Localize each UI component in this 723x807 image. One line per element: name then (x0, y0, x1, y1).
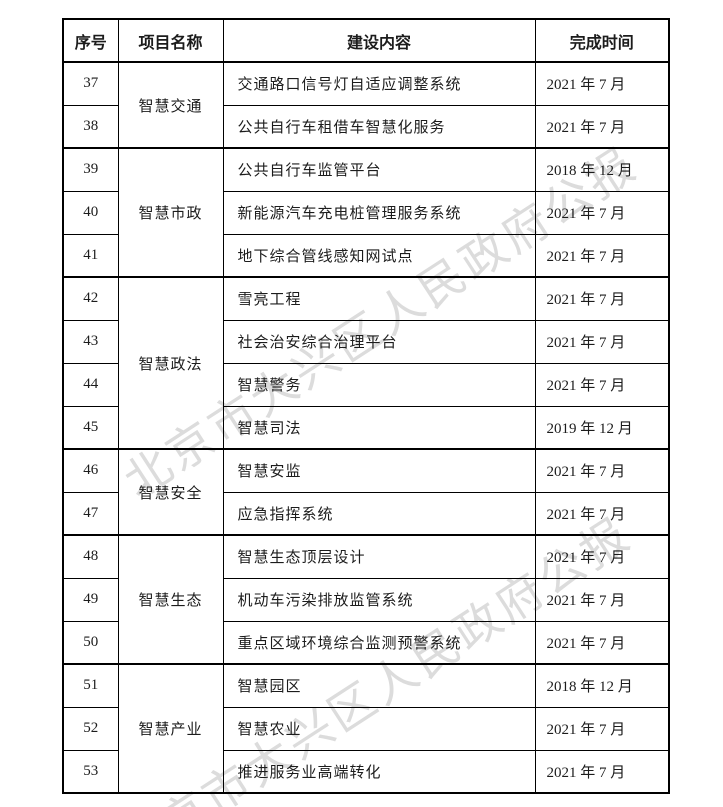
table-row: 49 机动车污染排放监管系统 2021 年 7 月 (62, 577, 670, 622)
table-row: 39 智慧市政 公共自行车监管平台 2018 年 12 月 (62, 147, 670, 278)
table-row: 51 智慧产业 智慧园区 2018 年 12 月 (62, 663, 670, 794)
date-cell: 2021 年 7 月 (534, 749, 670, 794)
column-header-serial: 序号 (62, 18, 119, 63)
content-cell: 雪亮工程 (222, 276, 536, 321)
serial-cell: 51 (62, 663, 119, 708)
content-cell: 机动车污染排放监管系统 (222, 577, 536, 622)
content-cell: 智慧司法 (222, 405, 536, 450)
serial-cell: 39 (62, 147, 119, 192)
table-row: 48 智慧生态 智慧生态顶层设计 2021 年 7 月 (62, 534, 670, 665)
date-cell: 2021 年 7 月 (534, 276, 670, 321)
column-header-completion-time: 完成时间 (534, 18, 670, 63)
serial-cell: 44 (62, 362, 119, 407)
date-cell: 2021 年 7 月 (534, 319, 670, 364)
table-row: 38 公共自行车租借车智慧化服务 2021 年 7 月 (62, 104, 670, 149)
content-cell: 应急指挥系统 (222, 491, 536, 536)
serial-cell: 49 (62, 577, 119, 622)
serial-cell: 46 (62, 448, 119, 493)
date-cell: 2021 年 7 月 (534, 104, 670, 149)
content-cell: 智慧警务 (222, 362, 536, 407)
serial-cell: 37 (62, 61, 119, 106)
serial-cell: 41 (62, 233, 119, 278)
content-cell: 推进服务业高端转化 (222, 749, 536, 794)
date-cell: 2018 年 12 月 (534, 147, 670, 192)
content-cell: 重点区域环境综合监测预警系统 (222, 620, 536, 665)
group-name-cell: 智慧产业 (117, 663, 224, 794)
table-row: 37 智慧交通 交通路口信号灯自适应调整系统 2021 年 7 月 (62, 61, 670, 149)
serial-cell: 48 (62, 534, 119, 579)
column-header-construction-content: 建设内容 (222, 18, 536, 63)
content-cell: 智慧农业 (222, 706, 536, 751)
group-name-cell: 智慧交通 (117, 61, 224, 149)
serial-cell: 50 (62, 620, 119, 665)
date-cell: 2021 年 7 月 (534, 706, 670, 751)
content-cell: 公共自行车监管平台 (222, 147, 536, 192)
table-row: 43 社会治安综合治理平台 2021 年 7 月 (62, 319, 670, 364)
serial-cell: 43 (62, 319, 119, 364)
date-cell: 2021 年 7 月 (534, 534, 670, 579)
date-cell: 2021 年 7 月 (534, 620, 670, 665)
table-row: 47 应急指挥系统 2021 年 7 月 (62, 491, 670, 536)
date-cell: 2021 年 7 月 (534, 491, 670, 536)
table-row: 41 地下综合管线感知网试点 2021 年 7 月 (62, 233, 670, 278)
content-cell: 公共自行车租借车智慧化服务 (222, 104, 536, 149)
serial-cell: 53 (62, 749, 119, 794)
table-row: 44 智慧警务 2021 年 7 月 (62, 362, 670, 407)
content-cell: 社会治安综合治理平台 (222, 319, 536, 364)
table-row: 40 新能源汽车充电桩管理服务系统 2021 年 7 月 (62, 190, 670, 235)
table-row: 53 推进服务业高端转化 2021 年 7 月 (62, 749, 670, 794)
group-name-cell: 智慧生态 (117, 534, 224, 665)
date-cell: 2019 年 12 月 (534, 405, 670, 450)
table-row: 45 智慧司法 2019 年 12 月 (62, 405, 670, 450)
date-cell: 2021 年 7 月 (534, 448, 670, 493)
group-name-cell: 智慧政法 (117, 276, 224, 450)
content-cell: 智慧生态顶层设计 (222, 534, 536, 579)
table-row: 42 智慧政法 雪亮工程 2021 年 7 月 (62, 276, 670, 450)
projects-table: 序号 项目名称 建设内容 完成时间 37 智慧交通 交通路口信号灯自适应调整系统… (62, 18, 670, 794)
table-row: 50 重点区域环境综合监测预警系统 2021 年 7 月 (62, 620, 670, 665)
date-cell: 2018 年 12 月 (534, 663, 670, 708)
column-header-project-name: 项目名称 (117, 18, 224, 63)
serial-cell: 40 (62, 190, 119, 235)
group-name-cell: 智慧市政 (117, 147, 224, 278)
serial-cell: 45 (62, 405, 119, 450)
serial-cell: 52 (62, 706, 119, 751)
serial-cell: 42 (62, 276, 119, 321)
content-cell: 智慧园区 (222, 663, 536, 708)
content-cell: 交通路口信号灯自适应调整系统 (222, 61, 536, 106)
table-row: 46 智慧安全 智慧安监 2021 年 7 月 (62, 448, 670, 536)
serial-cell: 47 (62, 491, 119, 536)
date-cell: 2021 年 7 月 (534, 577, 670, 622)
date-cell: 2021 年 7 月 (534, 190, 670, 235)
date-cell: 2021 年 7 月 (534, 233, 670, 278)
table-header-row: 序号 项目名称 建设内容 完成时间 (62, 18, 670, 63)
content-cell: 地下综合管线感知网试点 (222, 233, 536, 278)
content-cell: 智慧安监 (222, 448, 536, 493)
group-name-cell: 智慧安全 (117, 448, 224, 536)
serial-cell: 38 (62, 104, 119, 149)
content-cell: 新能源汽车充电桩管理服务系统 (222, 190, 536, 235)
table-row: 52 智慧农业 2021 年 7 月 (62, 706, 670, 751)
date-cell: 2021 年 7 月 (534, 362, 670, 407)
date-cell: 2021 年 7 月 (534, 61, 670, 106)
